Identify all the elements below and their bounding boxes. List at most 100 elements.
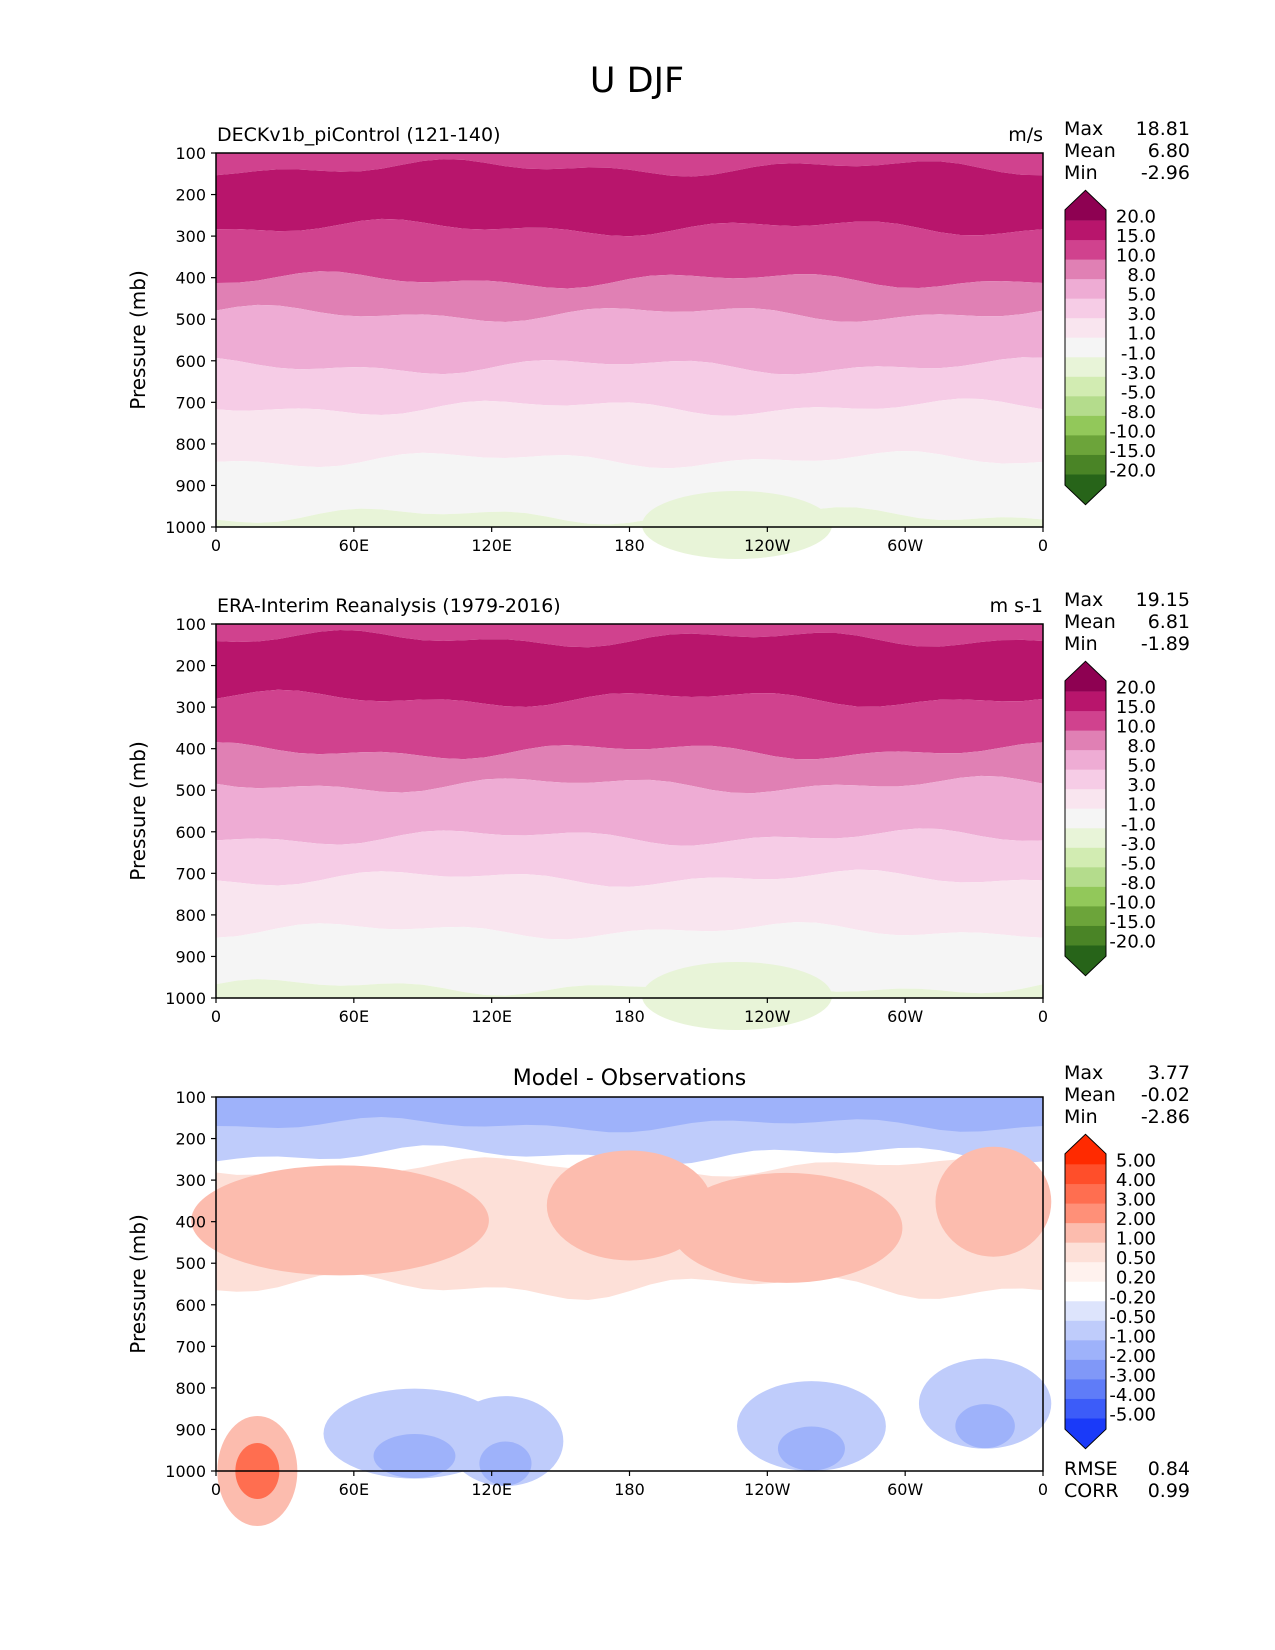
stat-label: Max [1064, 118, 1103, 140]
contour-band [373, 1434, 456, 1479]
colorbar-label: 4.00 [1116, 1170, 1156, 1191]
x-tick-label: 60E [339, 536, 369, 555]
panel-title: ERA-Interim Reanalysis (1979-2016) [217, 595, 561, 617]
colorbar-swatch [1065, 259, 1106, 280]
colorbar-swatch [1065, 789, 1106, 810]
contour-band [216, 630, 1043, 707]
panel-title: DECKv1b_piControl (121-140) [217, 124, 501, 146]
colorbar-label: -1.0 [1121, 814, 1156, 835]
colorbar-label: -20.0 [1109, 460, 1156, 481]
contour-band [447, 1396, 564, 1487]
colorbar-label: 3.00 [1116, 1190, 1156, 1211]
stat-value: -2.86 [1141, 1106, 1190, 1128]
x-tick-label: 120W [744, 1480, 791, 1499]
colorbar-label: -5.00 [1109, 1404, 1156, 1425]
stat-value: 0.84 [1148, 1458, 1190, 1480]
x-tick-label: 180 [614, 1007, 645, 1026]
y-tick-label: 600 [175, 1296, 206, 1315]
y-tick-label: 300 [175, 227, 206, 246]
colorbar-swatch [1065, 1379, 1106, 1400]
stat-label: Mean [1064, 611, 1116, 633]
y-tick-label: 200 [175, 186, 206, 205]
colorbar-swatch [1065, 240, 1106, 261]
colorbar-swatch [1065, 730, 1106, 751]
colorbar-label: 15.0 [1116, 226, 1156, 247]
colorbar-label: 10.0 [1116, 246, 1156, 267]
y-tick-label: 100 [175, 144, 206, 163]
stat-label: Mean [1064, 140, 1116, 162]
colorbar-swatch [1065, 1262, 1106, 1283]
contour-band [935, 1146, 1052, 1257]
panel-title: Model - Observations [513, 1066, 746, 1091]
colorbar-swatch [1065, 925, 1106, 946]
colorbar-label: 3.0 [1127, 304, 1156, 325]
contour-band [216, 742, 1043, 794]
y-tick-label: 900 [175, 1420, 206, 1439]
colorbar-label: 1.0 [1127, 795, 1156, 816]
colorbar-outline [1064, 660, 1107, 977]
colorbar-swatch [1065, 376, 1106, 397]
y-tick-label: 200 [175, 657, 206, 676]
y-tick-label: 400 [175, 740, 206, 759]
colorbar-label: 5.0 [1127, 756, 1156, 777]
colorbar-swatch [1065, 298, 1106, 319]
colorbar-swatch [1065, 318, 1106, 339]
colorbar-swatch [1065, 711, 1106, 732]
y-tick-label: 400 [175, 1213, 206, 1232]
contour-band [918, 1358, 1052, 1449]
colorbar-label: 0.50 [1116, 1248, 1156, 1269]
y-tick-label: 500 [175, 310, 206, 329]
colorbar-label: 5.0 [1127, 285, 1156, 306]
x-tick-label: 120E [471, 1480, 512, 1499]
colorbar-swatch [1065, 1184, 1106, 1205]
colorbar-swatch [1065, 337, 1106, 358]
stat-value: -1.89 [1141, 633, 1190, 655]
colorbar-label: -1.00 [1109, 1326, 1156, 1347]
colorbar-label: 10.0 [1116, 717, 1156, 738]
stat-value: 6.81 [1148, 611, 1190, 633]
y-tick-label: 700 [175, 864, 206, 883]
contour-band [191, 1165, 489, 1276]
colorbar-extend-top [1065, 661, 1106, 692]
x-tick-label: 180 [614, 536, 645, 555]
x-tick-label: 60E [339, 1007, 369, 1026]
colorbar-label: -10.0 [1109, 892, 1156, 913]
y-tick-label: 700 [175, 393, 206, 412]
colorbar-label: 0.20 [1116, 1268, 1156, 1289]
colorbar-label: 15.0 [1116, 697, 1156, 718]
colorbar-swatch [1065, 769, 1106, 790]
colorbar-swatch [1065, 1340, 1106, 1361]
contour-band [216, 869, 1043, 940]
stat-label: RMSE [1064, 1458, 1118, 1480]
stat-value: 6.80 [1148, 140, 1190, 162]
stat-value: 0.99 [1148, 1480, 1190, 1502]
contour-band [216, 775, 1043, 846]
colorbar-extend-bottom [1065, 945, 1106, 976]
stat-label: CORR [1064, 1480, 1119, 1502]
colorbar-label: -3.0 [1121, 834, 1156, 855]
colorbar-label: -5.0 [1121, 382, 1156, 403]
y-tick-label: 1000 [165, 989, 206, 1008]
colorbar-label: 3.0 [1127, 775, 1156, 796]
colorbar-label: 2.00 [1116, 1209, 1156, 1230]
contour-band [216, 451, 1043, 525]
colorbar-extend-bottom [1065, 474, 1106, 505]
x-tick-label: 0 [211, 1007, 221, 1026]
colorbar-swatch [1065, 396, 1106, 417]
stat-value: 3.77 [1148, 1062, 1190, 1084]
contour-band [737, 1381, 886, 1472]
colorbar-label: 8.0 [1127, 265, 1156, 286]
contour-band [216, 153, 1043, 177]
colorbar-swatch [1065, 279, 1106, 300]
stat-value: 19.15 [1136, 589, 1190, 611]
y-tick-label: 900 [175, 947, 206, 966]
contour-band [216, 689, 1043, 760]
colorbar-label: -8.0 [1121, 873, 1156, 894]
stat-label: Max [1064, 589, 1103, 611]
colorbar-label: -2.00 [1109, 1346, 1156, 1367]
y-axis-label: Pressure (mb) [126, 270, 150, 410]
y-tick-label: 100 [175, 1088, 206, 1107]
y-tick-label: 800 [175, 435, 206, 454]
y-tick-label: 1000 [165, 1462, 206, 1481]
y-axis-label: Pressure (mb) [126, 1214, 150, 1354]
